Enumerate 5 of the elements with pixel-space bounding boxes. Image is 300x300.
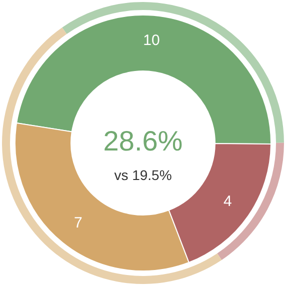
data-label: 10 [143,32,160,49]
text: 28.6% [103,126,183,156]
text: vs 19.5% [114,167,172,183]
data-label: 4 [223,193,232,210]
data-label: 7 [74,214,82,232]
